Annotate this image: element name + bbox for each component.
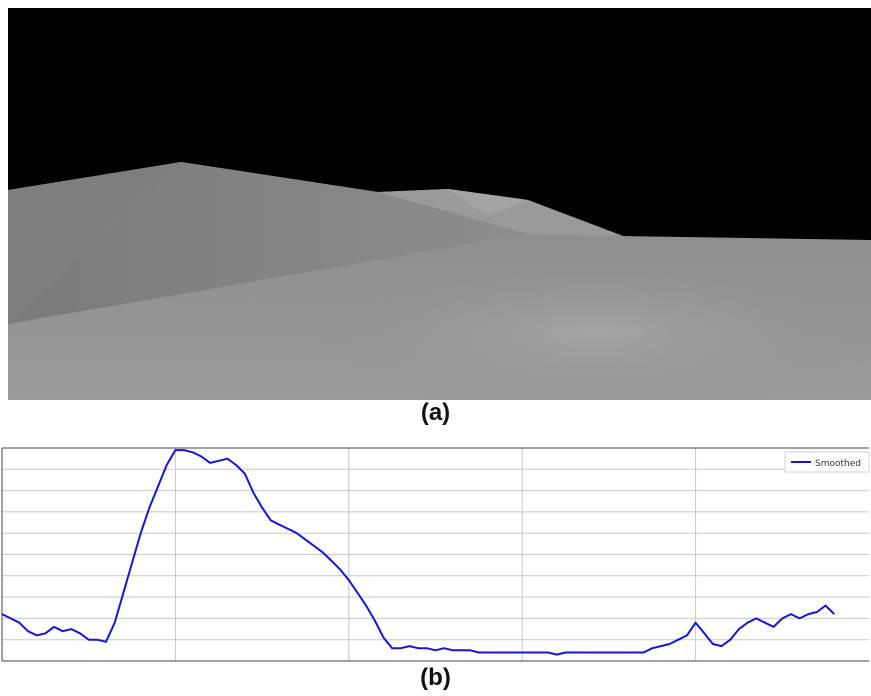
- line-chart-panel: Smoothed: [0, 440, 871, 665]
- chart-grid: [2, 448, 869, 661]
- legend-box: [784, 451, 870, 473]
- series-line-smoothed: [1, 449, 835, 656]
- chart-axes: [1, 447, 869, 662]
- caption-a: (a): [420, 399, 451, 426]
- caption-b: (b): [420, 664, 451, 691]
- chart-series: [1, 449, 835, 656]
- legend-label: Smoothed: [815, 459, 861, 469]
- terrain-render-image: [8, 8, 871, 400]
- terrain-lighting: [8, 158, 871, 400]
- terrain-render-svg: [8, 8, 871, 400]
- line-chart: Smoothed: [1, 447, 870, 662]
- chart-legend: Smoothed: [784, 451, 870, 473]
